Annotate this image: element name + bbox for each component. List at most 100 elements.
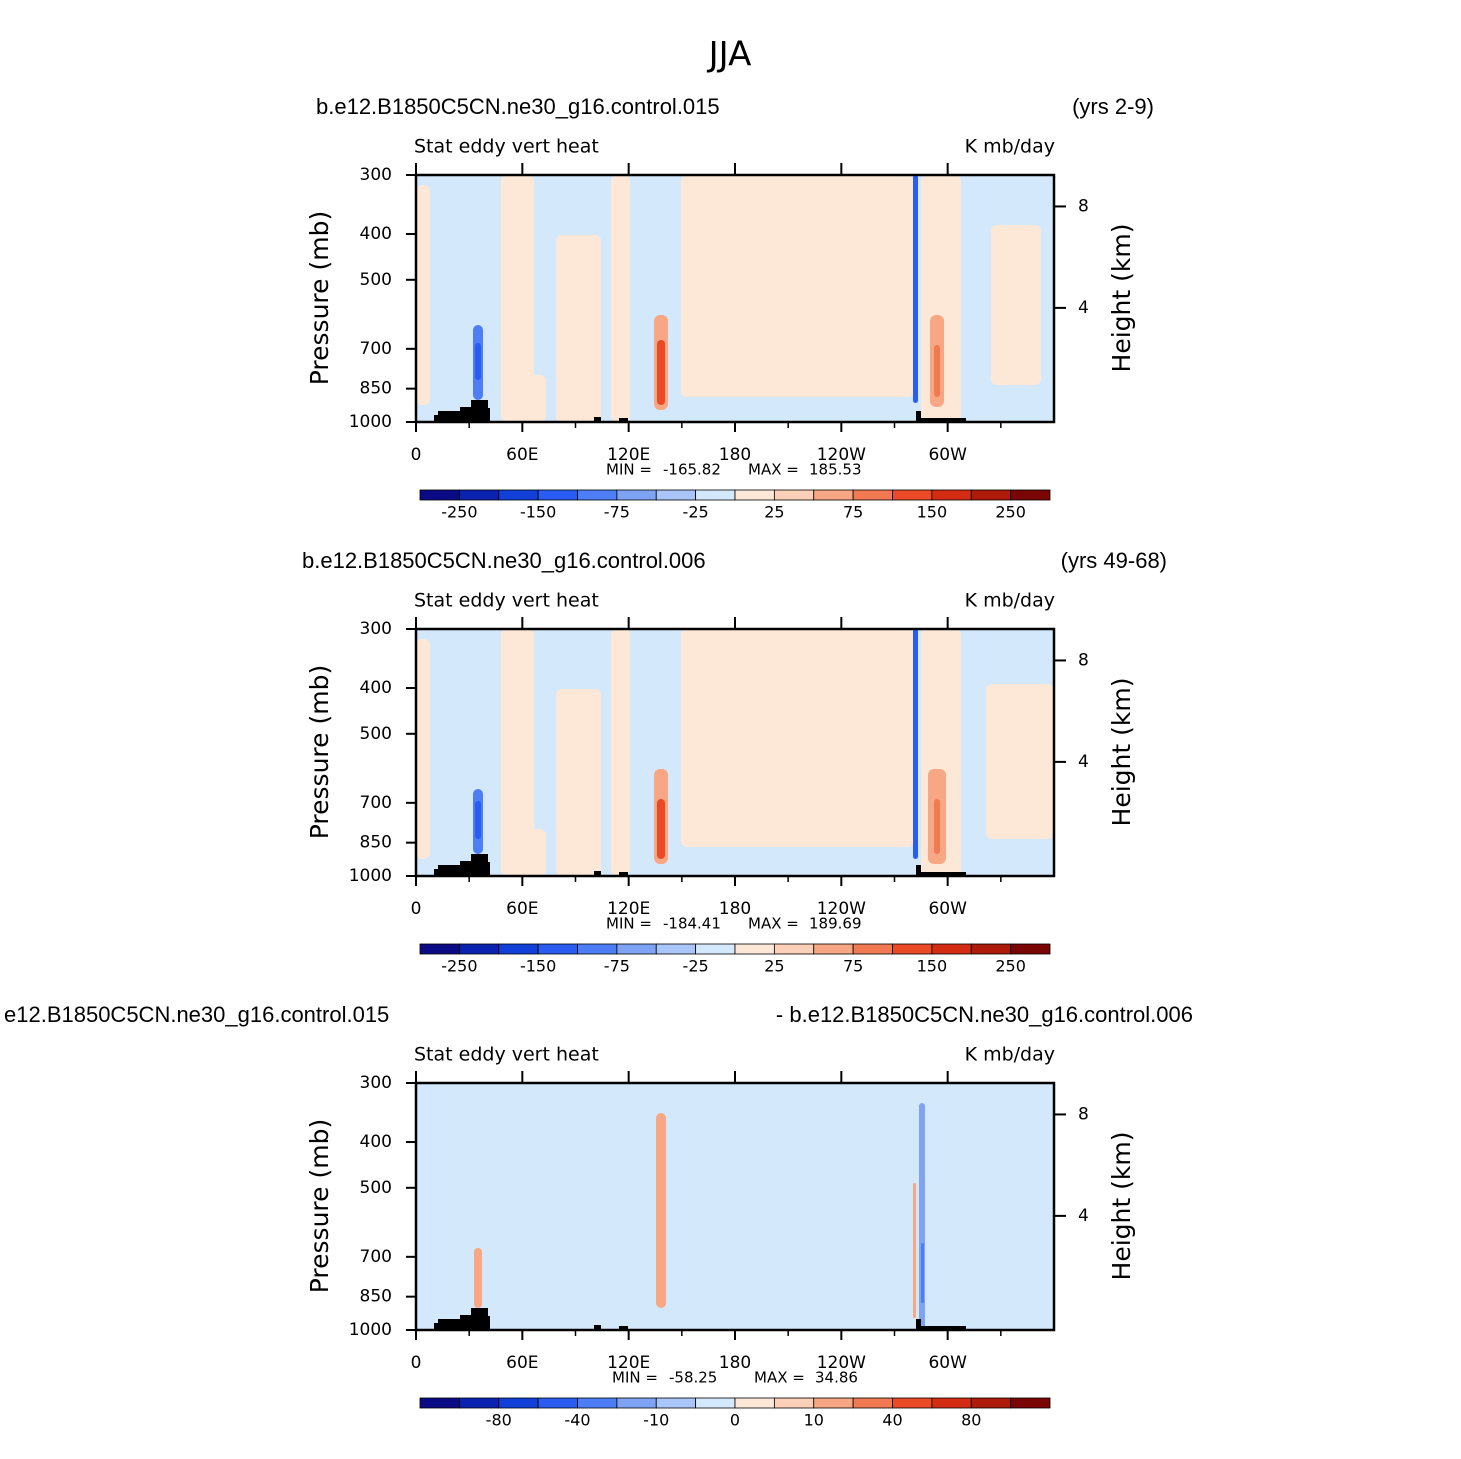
x-tick-label: 0	[411, 1353, 422, 1373]
min-label: MIN =	[606, 915, 652, 933]
colorbar-box	[892, 1397, 933, 1409]
panel: b.e12.B1850C5CN.ne30_g16.control.006 (yrs…	[302, 548, 1167, 976]
terrain	[460, 861, 471, 876]
colorbar-box	[498, 489, 539, 501]
subtitle-left: b.e12.B1850C5CN.ne30_g16.control.006	[302, 548, 706, 573]
units: K mb/day	[965, 1044, 1055, 1066]
plot-title: Stat eddy vert heat	[414, 590, 599, 612]
max-label: MAX =	[748, 915, 799, 933]
units: K mb/day	[965, 590, 1055, 612]
colorbar-label: 25	[764, 957, 784, 976]
colorbar-box	[931, 489, 972, 501]
colorbar-label: -25	[683, 957, 709, 976]
terrain	[434, 869, 438, 876]
y-tick-label: 1000	[349, 1320, 392, 1340]
x-tick-label: 180	[719, 445, 751, 465]
field-region	[913, 629, 918, 859]
colorbar-box	[419, 943, 460, 955]
field-region	[475, 801, 481, 839]
subtitle-right: (yrs 2-9)	[1072, 94, 1154, 119]
y-tick-label: 1000	[349, 866, 392, 886]
y-tick-label: 400	[360, 1132, 392, 1152]
terrain	[471, 1308, 488, 1330]
colorbar-box	[813, 1397, 854, 1409]
colorbar-box	[695, 943, 736, 955]
x-tick-label: 60E	[506, 1353, 538, 1373]
colorbar-label: 150	[917, 503, 948, 522]
subtitle-right: - b.e12.B1850C5CN.ne30_g16.control.006	[776, 1002, 1193, 1027]
colorbar-box	[577, 489, 618, 501]
x-tick-label: 180	[719, 899, 751, 919]
units: K mb/day	[965, 136, 1055, 158]
colorbar-box	[892, 489, 933, 501]
terrain	[460, 407, 471, 422]
colorbar-box	[892, 943, 933, 955]
x-tick-label: 60W	[928, 899, 967, 919]
subtitle-left: b.e12.B1850C5CN.ne30_g16.control.015	[316, 94, 720, 119]
colorbar-label: -80	[486, 1411, 512, 1430]
colorbar-box	[931, 943, 972, 955]
colorbar-box	[616, 489, 657, 501]
y-tick-label: 700	[360, 793, 392, 813]
x-tick-label: 120W	[817, 445, 866, 465]
y-tick-label: 850	[360, 833, 392, 853]
y-tick-label: 700	[360, 339, 392, 359]
colorbar-label: -150	[520, 503, 556, 522]
colorbar-box	[970, 489, 1012, 501]
field-region	[681, 629, 914, 847]
terrain	[916, 1319, 921, 1330]
min-label: MIN =	[612, 1369, 658, 1387]
colorbar-label: 250	[995, 503, 1026, 522]
colorbar-box	[734, 489, 775, 501]
min-label: MIN =	[606, 461, 652, 479]
y-tick-label: 850	[360, 379, 392, 399]
y2-tick-label: 8	[1078, 650, 1089, 670]
terrain	[619, 1326, 628, 1330]
terrain	[921, 872, 966, 876]
max-value: 185.53	[809, 461, 862, 479]
field-region	[576, 1183, 656, 1283]
y2-tick-label: 4	[1078, 752, 1089, 772]
y-tick-label: 300	[360, 165, 392, 185]
y-tick-label: 400	[360, 224, 392, 244]
colorbar-label: 75	[843, 503, 863, 522]
colorbar-box	[813, 489, 854, 501]
colorbar-box	[813, 943, 854, 955]
terrain	[434, 415, 438, 422]
terrain	[434, 1323, 438, 1330]
field-region	[556, 235, 601, 422]
x-tick-label: 60W	[928, 1353, 967, 1373]
field-region	[514, 375, 546, 422]
y2-tick-label: 8	[1078, 196, 1089, 216]
colorbar-box	[498, 943, 539, 955]
x-tick-label: 60E	[506, 899, 538, 919]
colorbar-label: -150	[520, 957, 556, 976]
colorbar-label: -75	[604, 503, 630, 522]
colorbar-box	[970, 1397, 1012, 1409]
max-value: 189.69	[809, 915, 862, 933]
colorbar-box	[419, 1397, 460, 1409]
colorbar-label: 0	[730, 1411, 740, 1430]
field-region	[501, 629, 534, 876]
terrain	[488, 408, 490, 422]
y2-axis-label: Height (km)	[1107, 224, 1136, 373]
colorbar-label: 10	[804, 1411, 824, 1430]
terrain	[488, 1316, 490, 1330]
terrain	[916, 411, 921, 422]
y-tick-label: 500	[360, 724, 392, 744]
field-region	[913, 175, 918, 403]
plot-title: Stat eddy vert heat	[414, 1044, 599, 1066]
colorbar-box	[852, 1397, 893, 1409]
field-region	[657, 340, 665, 405]
colorbar-box	[537, 489, 578, 501]
colorbar-box	[655, 489, 697, 501]
field-region	[656, 1113, 666, 1308]
panel: b.e12.B1850C5CN.ne30_g16.control.015 (yrs…	[305, 94, 1154, 522]
colorbar-box	[773, 489, 815, 501]
y-tick-label: 300	[360, 619, 392, 639]
field-region	[934, 799, 940, 854]
terrain	[619, 418, 628, 422]
max-value: 34.86	[815, 1369, 858, 1387]
field-region	[611, 629, 630, 876]
colorbar-box	[695, 1397, 736, 1409]
